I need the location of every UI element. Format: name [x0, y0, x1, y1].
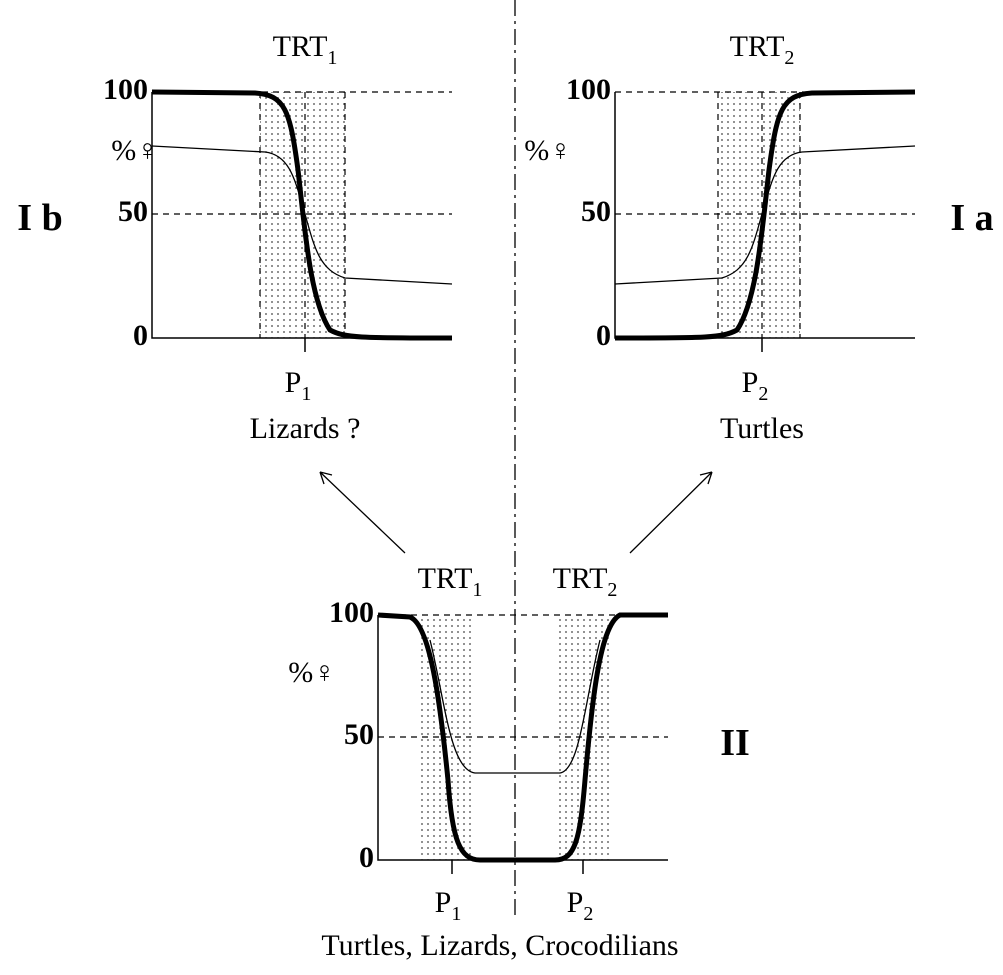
panel-label: I a — [950, 197, 993, 239]
panel-title: TRT2 — [730, 30, 795, 69]
pivot-label: P1 — [435, 886, 462, 925]
curves — [614, 89, 916, 341]
panel-title: TRT1 — [418, 562, 483, 601]
y-label: %♀ — [288, 656, 336, 689]
y-tick-label: 100 — [103, 73, 148, 106]
title-sub: 1 — [472, 579, 482, 601]
pivot-text: P — [567, 886, 584, 919]
pivot-label: P2 — [567, 886, 594, 925]
arrows — [319, 471, 713, 554]
pivot-text: P — [435, 886, 452, 919]
title-sub: 2 — [607, 579, 617, 601]
thick-curve — [377, 612, 668, 863]
panel-ii: TRT1 TRT2 100 50 0 %♀ II P1 P2 Turtles, … — [288, 562, 750, 962]
title-sub: 1 — [327, 47, 337, 69]
pivot-text: P — [742, 366, 759, 399]
y-label: %♀ — [524, 134, 572, 167]
panel-title: TRT2 — [553, 562, 618, 601]
pivot-text: P — [285, 366, 302, 399]
panel-ia: TRT2 100 50 0 %♀ I a P2 Turtles — [524, 30, 993, 445]
title-text: TRT — [418, 562, 473, 595]
pivot-label: P1 — [285, 366, 312, 405]
y-tick-label: 0 — [359, 841, 374, 874]
arrow — [629, 471, 713, 554]
y-tick-label: 50 — [344, 718, 374, 751]
caption: Turtles — [720, 412, 804, 445]
axes — [377, 615, 668, 874]
title-sub: 2 — [784, 47, 794, 69]
title-text: TRT — [730, 30, 785, 63]
panel-label: I b — [17, 197, 62, 239]
caption: Lizards ? — [250, 412, 361, 445]
y-tick-label: 0 — [596, 319, 611, 352]
thick-curve — [614, 89, 916, 341]
y-tick-label: 0 — [133, 319, 148, 352]
pivot-sub: 2 — [583, 903, 593, 925]
panel-label: II — [720, 722, 750, 764]
pivot-sub: 2 — [758, 383, 768, 405]
title-text: TRT — [273, 30, 328, 63]
panel-title: TRT1 — [273, 30, 338, 69]
y-tick-label: 50 — [581, 195, 611, 228]
pivot-sub: 1 — [301, 383, 311, 405]
y-tick-label: 50 — [118, 195, 148, 228]
pivot-sub: 1 — [451, 903, 461, 925]
panel-ib: TRT1 100 50 0 %♀ I b P1 Lizards ? — [17, 30, 453, 445]
y-tick-label: 100 — [566, 73, 611, 106]
shaded-zone — [718, 92, 800, 338]
title-text: TRT — [553, 562, 608, 595]
y-label: %♀ — [111, 134, 159, 167]
y-tick-label: 100 — [329, 596, 374, 629]
pivot-label: P2 — [742, 366, 769, 405]
thin-curve — [429, 639, 601, 774]
arrow — [319, 471, 406, 554]
thick-curve — [151, 89, 453, 341]
caption: Turtles, Lizards, Crocodilians — [321, 929, 678, 962]
